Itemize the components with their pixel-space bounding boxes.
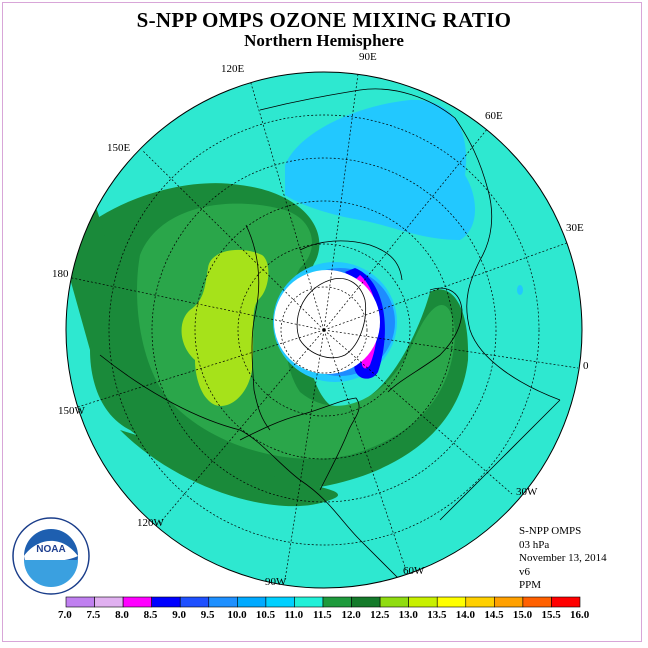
colorbar-swatch	[294, 596, 324, 608]
lon-label-0: 0	[583, 360, 589, 372]
colorbar-tick-label: 7.5	[86, 609, 101, 621]
colorbar-tick-label: 11.0	[284, 609, 304, 621]
dark-green-south	[120, 430, 339, 507]
info-units: PPM	[519, 579, 542, 591]
colorbar-swatch	[94, 596, 124, 608]
colorbar-tick-label: 12.0	[341, 609, 361, 621]
lon-label-90w: 90W	[265, 576, 287, 588]
colorbar-swatch	[436, 596, 467, 608]
coast-europe	[466, 259, 561, 401]
lon-label-120w: 120W	[137, 517, 164, 529]
colorbar-tick-label: 14.5	[484, 609, 504, 621]
colorbar	[65, 596, 581, 608]
colorbar-swatch	[122, 596, 152, 608]
meridian-90e	[323, 73, 359, 331]
colorbar-tick-label: 8.5	[143, 609, 158, 621]
coast-scandinavia	[387, 287, 463, 393]
lon-label-90e: 90E	[359, 51, 377, 63]
coast-asia	[259, 88, 493, 261]
colorbar-swatch	[551, 596, 581, 608]
lon-label-150w: 150W	[58, 405, 85, 417]
colorbar-swatch	[65, 596, 95, 608]
colorbar-swatch	[237, 596, 267, 608]
colorbar-tick-label: 9.5	[200, 609, 215, 621]
info-block: S-NPP OMPS 03 hPa November 13, 2014 v6 P…	[519, 525, 607, 593]
lat-circle-inner	[280, 286, 368, 374]
coast-siberia	[299, 240, 403, 281]
colorbar-swatch	[265, 596, 295, 608]
globe-outline	[65, 71, 583, 589]
polar-cap	[274, 270, 380, 374]
logo-water	[24, 560, 78, 587]
info-instrument: S-NPP OMPS	[519, 525, 582, 537]
noaa-logo: NOAA	[12, 517, 90, 595]
coast-pacific	[245, 224, 271, 431]
colorbar-tick-label: 8.0	[115, 609, 129, 621]
lon-label-30w: 30W	[516, 486, 538, 498]
coast-africa	[439, 399, 561, 521]
colorbar-tick-label: 9.0	[172, 609, 186, 621]
colorbar-swatch	[351, 596, 381, 608]
lon-label-180: 180	[52, 268, 69, 280]
coast-americas	[99, 354, 421, 588]
colorbar-tick-label: 11.5	[313, 609, 332, 621]
colorbar-tick-label: 10.0	[227, 609, 247, 621]
meridian-30w	[323, 329, 513, 495]
lon-label-150e: 150E	[107, 142, 131, 154]
info-level: 03 hPa	[519, 538, 550, 551]
colorbar-swatch	[322, 596, 352, 608]
dark-green-edge	[76, 205, 112, 355]
small-spot	[517, 285, 523, 295]
chart-subtitle: Northern Hemisphere	[244, 31, 404, 50]
colorbar-swatch	[208, 596, 238, 608]
lat-circle-outer	[108, 114, 540, 546]
lat-circle-2	[194, 200, 454, 460]
lon-label-60w: 60W	[403, 565, 425, 577]
ozone-field	[66, 72, 582, 588]
colorbar-tick-label: 16.0	[570, 609, 590, 621]
meridian-30e	[323, 239, 576, 331]
lime-region	[181, 249, 269, 406]
colorbar-swatch	[379, 596, 409, 608]
colorbar-swatch	[408, 596, 438, 608]
info-date: November 13, 2014	[519, 552, 607, 564]
lon-label-120e: 120E	[221, 63, 245, 75]
colorbar-tick-label: 14.0	[455, 609, 476, 621]
colorbar-tick-label: 15.5	[541, 609, 561, 621]
light-blue-region	[285, 99, 476, 240]
lat-circle-3	[151, 157, 497, 503]
meridian-0	[323, 329, 579, 369]
meridian-150e	[141, 149, 325, 331]
colorbar-swatch	[179, 596, 210, 608]
chart-title: S-NPP OMPS OZONE MIXING RATIO	[136, 8, 512, 32]
coast-north-america	[239, 397, 360, 491]
colorbar-tick-label: 15.0	[512, 609, 533, 621]
meridian-180	[71, 277, 325, 331]
colorbar-tick-label: 13.0	[398, 609, 418, 621]
colorbar-swatch	[494, 596, 524, 608]
coastlines	[99, 88, 561, 588]
colorbar-tick-label: 7.0	[58, 609, 72, 621]
info-version: v6	[519, 565, 530, 578]
colorbar-swatch	[151, 596, 181, 608]
coast-greenland	[296, 278, 366, 359]
colorbar-tick-label: 12.5	[370, 609, 390, 621]
colorbar-swatch	[522, 596, 552, 608]
lon-label-30e: 30E	[566, 222, 584, 234]
colorbar-tick-label: 13.5	[427, 609, 447, 621]
colorbar-tick-label: 10.5	[255, 609, 276, 621]
graticule	[67, 73, 579, 581]
lon-label-60e: 60E	[485, 110, 503, 122]
plot-frame	[2, 2, 642, 642]
colorbar-swatch	[465, 596, 495, 608]
meridian-120e	[249, 79, 325, 331]
meridian-120w	[157, 329, 325, 526]
lat-circle-1	[237, 243, 411, 417]
logo-text: NOAA	[36, 544, 65, 555]
meridian-150w	[67, 329, 325, 411]
meridian-60e	[323, 127, 489, 331]
